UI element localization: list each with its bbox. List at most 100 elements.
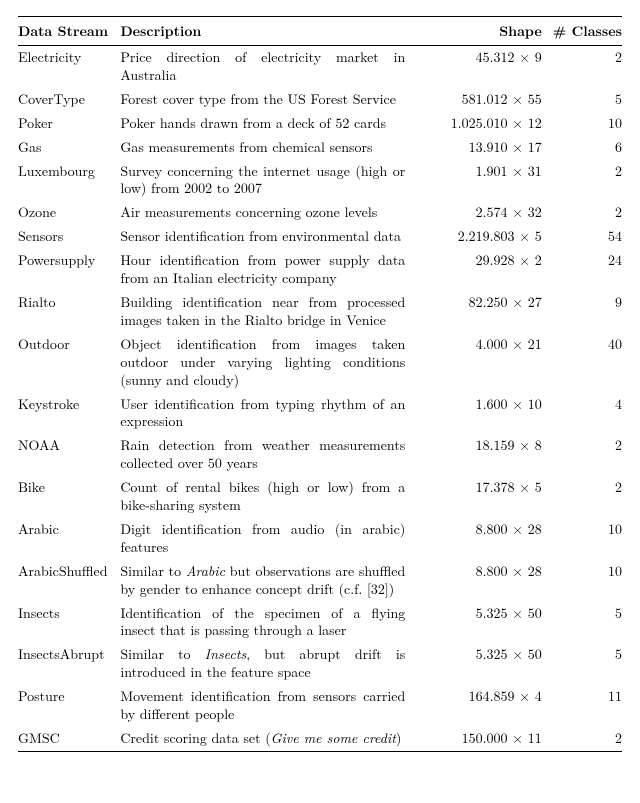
cell-description: Credit scoring data set (Give me some cr… [120,727,411,751]
cell-classes: 2 [542,434,622,476]
table-row: SensorsSensor identification from enviro… [18,225,622,249]
cell-classes: 9 [542,291,622,333]
cell-shape: 581.012 × 55 [411,88,541,112]
cell-description: Similar to Arabic but observations are s… [120,560,411,602]
table-row: KeystrokeUser identification from typing… [18,393,622,435]
cell-description: Sensor identification from environmental… [120,225,411,249]
cell-name: Gas [18,136,120,160]
cell-name: CoverType [18,88,120,112]
cell-classes: 10 [542,112,622,136]
cell-shape: 8.800 × 28 [411,518,541,560]
table-row: BikeCount of rental bikes (high or low) … [18,476,622,518]
cell-description: Hour identification from power supply da… [120,249,411,291]
cell-classes: 10 [542,560,622,602]
cell-name: Poker [18,112,120,136]
cell-description: User identification from typing rhythm o… [120,393,411,435]
cell-classes: 2 [542,201,622,225]
cell-description: Gas measurements from chemical sensors [120,136,411,160]
cell-shape: 1.600 × 10 [411,393,541,435]
cell-classes: 54 [542,225,622,249]
cell-description: Building identification near from proces… [120,291,411,333]
table-header-row: Data Stream Description Shape # Classes [18,17,622,46]
cell-description: Digit identification from audio (in arab… [120,518,411,560]
cell-name: Bike [18,476,120,518]
cell-name: Sensors [18,225,120,249]
table-row: OutdoorObject identification from images… [18,333,622,393]
datasets-table: Data Stream Description Shape # Classes … [18,16,622,752]
table-row: PostureMovement identification from sens… [18,685,622,727]
cell-classes: 2 [542,727,622,751]
cell-description: Similar to Insects, but abrupt drift is … [120,643,411,685]
table-row: ArabicShuffledSimilar to Arabic but obse… [18,560,622,602]
cell-name: Keystroke [18,393,120,435]
cell-description: Identification of the specimen of a flyi… [120,602,411,644]
cell-name: Insects [18,602,120,644]
cell-shape: 1.025.010 × 12 [411,112,541,136]
table-row: ArabicDigit identification from audio (i… [18,518,622,560]
cell-description: Object identification from images taken … [120,333,411,393]
cell-shape: 18.159 × 8 [411,434,541,476]
cell-shape: 164.859 × 4 [411,685,541,727]
cell-shape: 150.000 × 11 [411,727,541,751]
cell-shape: 1.901 × 31 [411,160,541,202]
col-header-name: Data Stream [18,17,120,46]
cell-shape: 4.000 × 21 [411,333,541,393]
cell-classes: 5 [542,643,622,685]
cell-classes: 5 [542,88,622,112]
cell-shape: 29.928 × 2 [411,249,541,291]
table-row: LuxembourgSurvey concerning the internet… [18,160,622,202]
cell-shape: 17.378 × 5 [411,476,541,518]
cell-name: NOAA [18,434,120,476]
cell-name: InsectsAbrupt [18,643,120,685]
table-row: GasGas measurements from chemical sensor… [18,136,622,160]
table-row: NOAARain detection from weather measurem… [18,434,622,476]
cell-shape: 82.250 × 27 [411,291,541,333]
cell-classes: 10 [542,518,622,560]
table-row: CoverTypeForest cover type from the US F… [18,88,622,112]
cell-classes: 4 [542,393,622,435]
table-row: PowersupplyHour identification from powe… [18,249,622,291]
table-row: InsectsAbruptSimilar to Insects, but abr… [18,643,622,685]
cell-shape: 45.312 × 9 [411,46,541,88]
cell-shape: 13.910 × 17 [411,136,541,160]
cell-classes: 11 [542,685,622,727]
cell-description: Rain detection from weather measurements… [120,434,411,476]
cell-description: Count of rental bikes (high or low) from… [120,476,411,518]
cell-name: Outdoor [18,333,120,393]
cell-shape: 2.219.803 × 5 [411,225,541,249]
cell-description: Air measurements concerning ozone levels [120,201,411,225]
col-header-shape: Shape [411,17,541,46]
cell-shape: 2.574 × 32 [411,201,541,225]
cell-name: Arabic [18,518,120,560]
cell-name: Posture [18,685,120,727]
cell-name: ArabicShuffled [18,560,120,602]
cell-name: Ozone [18,201,120,225]
table-row: PokerPoker hands drawn from a deck of 52… [18,112,622,136]
cell-classes: 5 [542,602,622,644]
cell-classes: 6 [542,136,622,160]
cell-name: Rialto [18,291,120,333]
table-row: InsectsIdentification of the specimen of… [18,602,622,644]
col-header-classes: # Classes [542,17,622,46]
cell-name: Powersupply [18,249,120,291]
cell-shape: 5.325 × 50 [411,602,541,644]
cell-description: Price direction of electricity market in… [120,46,411,88]
cell-classes: 40 [542,333,622,393]
cell-shape: 8.800 × 28 [411,560,541,602]
cell-name: Luxembourg [18,160,120,202]
cell-description: Poker hands drawn from a deck of 52 card… [120,112,411,136]
table-row: OzoneAir measurements concerning ozone l… [18,201,622,225]
cell-classes: 2 [542,46,622,88]
cell-shape: 5.325 × 50 [411,643,541,685]
col-header-desc: Description [120,17,411,46]
table-row: RialtoBuilding identification near from … [18,291,622,333]
cell-classes: 2 [542,160,622,202]
cell-classes: 2 [542,476,622,518]
cell-description: Survey concerning the internet usage (hi… [120,160,411,202]
cell-description: Forest cover type from the US Forest Ser… [120,88,411,112]
table-row: ElectricityPrice direction of electricit… [18,46,622,88]
table-row: GMSCCredit scoring data set (Give me som… [18,727,622,751]
cell-name: GMSC [18,727,120,751]
cell-description: Movement identification from sensors car… [120,685,411,727]
cell-classes: 24 [542,249,622,291]
